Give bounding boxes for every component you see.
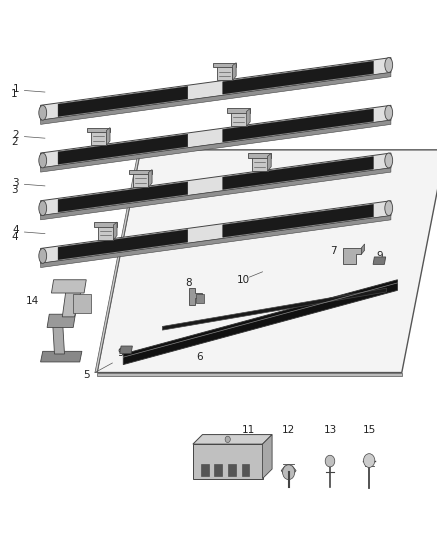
- Polygon shape: [162, 288, 387, 330]
- Polygon shape: [58, 182, 188, 212]
- Polygon shape: [262, 434, 272, 479]
- Text: 4: 4: [11, 232, 18, 243]
- Polygon shape: [268, 154, 271, 171]
- Polygon shape: [52, 317, 64, 354]
- Polygon shape: [47, 314, 75, 327]
- Polygon shape: [148, 169, 152, 188]
- Ellipse shape: [39, 153, 47, 168]
- Text: 7: 7: [330, 246, 337, 256]
- Polygon shape: [106, 127, 110, 146]
- Text: 3: 3: [12, 177, 19, 188]
- Polygon shape: [41, 120, 391, 172]
- Polygon shape: [41, 153, 391, 216]
- Polygon shape: [41, 106, 391, 168]
- Polygon shape: [231, 111, 247, 126]
- Circle shape: [364, 454, 375, 467]
- Polygon shape: [94, 222, 117, 227]
- Polygon shape: [41, 168, 391, 220]
- Polygon shape: [95, 150, 141, 373]
- Polygon shape: [120, 346, 132, 353]
- Bar: [201, 464, 209, 476]
- Text: 4: 4: [12, 225, 19, 236]
- Polygon shape: [373, 257, 386, 264]
- Polygon shape: [73, 294, 91, 313]
- Text: 9: 9: [377, 251, 383, 261]
- Text: 14: 14: [26, 296, 39, 306]
- Polygon shape: [98, 225, 113, 240]
- Polygon shape: [41, 201, 391, 263]
- Polygon shape: [41, 351, 82, 362]
- Polygon shape: [193, 434, 272, 444]
- Circle shape: [225, 436, 230, 442]
- Text: 5: 5: [83, 370, 89, 380]
- Polygon shape: [227, 109, 250, 113]
- Polygon shape: [58, 230, 188, 260]
- Ellipse shape: [39, 106, 47, 120]
- Polygon shape: [361, 244, 364, 254]
- Ellipse shape: [39, 248, 47, 263]
- Polygon shape: [87, 127, 110, 132]
- Polygon shape: [58, 86, 188, 117]
- Polygon shape: [41, 58, 391, 120]
- Polygon shape: [133, 173, 148, 188]
- Polygon shape: [123, 280, 397, 365]
- Polygon shape: [113, 222, 117, 240]
- Polygon shape: [213, 63, 236, 67]
- Polygon shape: [248, 154, 271, 158]
- Polygon shape: [91, 131, 106, 146]
- Polygon shape: [193, 444, 262, 479]
- Text: 12: 12: [282, 425, 295, 435]
- Ellipse shape: [385, 201, 392, 216]
- Text: 11: 11: [242, 425, 255, 435]
- Polygon shape: [223, 204, 374, 237]
- Polygon shape: [41, 72, 391, 124]
- Polygon shape: [41, 216, 391, 268]
- Polygon shape: [51, 280, 86, 293]
- Ellipse shape: [385, 153, 392, 168]
- Text: 1: 1: [11, 89, 18, 99]
- Text: 8: 8: [185, 278, 192, 288]
- Text: 10: 10: [237, 274, 250, 285]
- Polygon shape: [223, 61, 374, 94]
- Polygon shape: [129, 169, 152, 174]
- Polygon shape: [97, 150, 438, 373]
- Text: 6: 6: [196, 352, 203, 361]
- Polygon shape: [217, 66, 233, 80]
- Polygon shape: [58, 134, 188, 164]
- Polygon shape: [188, 288, 202, 305]
- Bar: [242, 464, 250, 476]
- Polygon shape: [233, 63, 236, 80]
- Ellipse shape: [385, 106, 392, 120]
- Circle shape: [283, 465, 295, 480]
- Polygon shape: [97, 373, 402, 376]
- Ellipse shape: [385, 58, 392, 72]
- Polygon shape: [281, 466, 296, 475]
- Polygon shape: [252, 156, 268, 171]
- Polygon shape: [62, 285, 82, 317]
- Polygon shape: [223, 157, 374, 190]
- Text: 2: 2: [12, 130, 19, 140]
- Text: 9: 9: [117, 349, 124, 359]
- Text: 13: 13: [324, 425, 337, 435]
- Text: 15: 15: [363, 425, 376, 435]
- Bar: [214, 464, 222, 476]
- Text: 3: 3: [11, 184, 18, 195]
- Bar: [228, 464, 236, 476]
- Polygon shape: [247, 109, 250, 126]
- Circle shape: [325, 455, 335, 467]
- Polygon shape: [343, 248, 361, 264]
- Polygon shape: [223, 109, 374, 142]
- Ellipse shape: [39, 201, 47, 216]
- Polygon shape: [196, 295, 204, 303]
- Text: 1: 1: [12, 84, 19, 94]
- Text: 2: 2: [11, 137, 18, 147]
